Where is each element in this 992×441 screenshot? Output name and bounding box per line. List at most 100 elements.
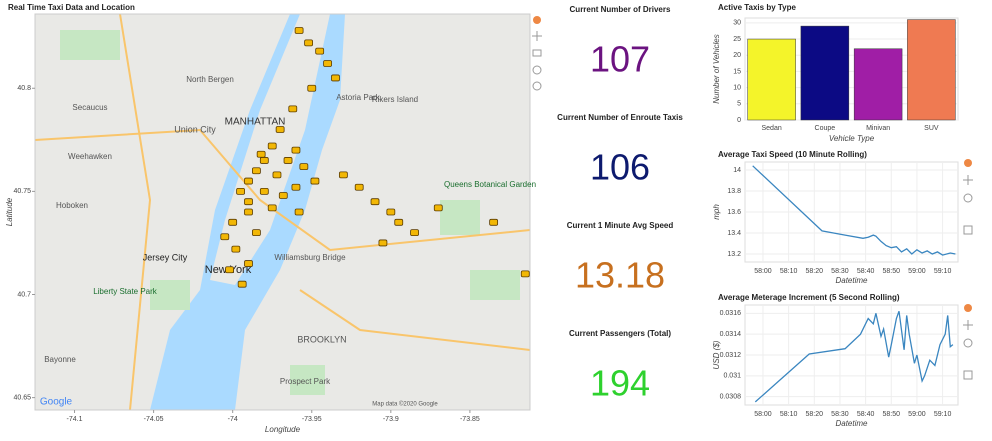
y-tick-label: 0.0312 xyxy=(720,352,742,359)
x-axis-label: Vehicle Type xyxy=(829,134,875,143)
y-tick-label: 20 xyxy=(733,52,741,59)
x-tick-label: -73.95 xyxy=(302,416,322,423)
map-label: Union City xyxy=(174,124,216,134)
pan-tool[interactable] xyxy=(963,320,973,330)
map-label: BROOKLYN xyxy=(297,334,346,344)
bokeh-logo xyxy=(533,16,541,24)
map-background xyxy=(35,14,530,410)
chart-title: Real Time Taxi Data and Location xyxy=(8,3,135,12)
map-label: Map data ©2020 Google xyxy=(372,401,438,408)
pan-tool[interactable] xyxy=(963,175,973,185)
taxi-marker xyxy=(252,167,261,175)
zoom-tool[interactable] xyxy=(963,338,973,348)
taxi-marker xyxy=(323,60,332,67)
map-label: Williamsburg Bridge xyxy=(274,253,346,262)
y-tick-label: 0.0308 xyxy=(720,394,742,401)
x-tick-label: 58:50 xyxy=(883,411,901,418)
taxi-marker xyxy=(231,245,241,253)
taxi-marker xyxy=(338,171,348,179)
taxi-marker xyxy=(291,146,301,154)
help-tool[interactable] xyxy=(532,81,542,91)
reset-tool[interactable] xyxy=(532,65,542,75)
bar xyxy=(747,38,796,121)
y-tick-label: 5 xyxy=(737,101,741,108)
map-label: Jersey City xyxy=(143,252,188,262)
kpi-value: 107 xyxy=(590,39,650,80)
taxi-marker xyxy=(520,270,530,278)
x-tick-label: 58:40 xyxy=(857,268,875,275)
chart-title: Average Meterage Increment (5 Second Rol… xyxy=(718,293,900,302)
map-label: Rikers Island xyxy=(372,95,418,104)
taxi-marker xyxy=(259,187,269,195)
x-tick-label: 59:10 xyxy=(934,268,952,275)
taxi-marker xyxy=(410,229,419,237)
y-tick-label: 40.8 xyxy=(17,85,31,92)
bar xyxy=(853,48,903,121)
y-axis-label: Latitude xyxy=(5,197,14,226)
x-tick-label: 58:10 xyxy=(780,268,798,275)
taxi-marker xyxy=(304,39,313,47)
taxi-marker xyxy=(244,198,253,206)
y-tick-label: 40.7 xyxy=(17,291,31,298)
line xyxy=(754,310,954,403)
x-tick-label: 58:00 xyxy=(754,411,772,418)
x-tick-label: -73.9 xyxy=(383,416,399,423)
chart-title: Average Taxi Speed (10 Minute Rolling) xyxy=(718,150,867,159)
y-tick-label: 0.031 xyxy=(723,373,741,380)
zoom-tool[interactable] xyxy=(532,49,542,57)
taxi-marker xyxy=(272,171,282,179)
x-tick-label: 58:50 xyxy=(883,268,901,275)
bar xyxy=(907,19,956,121)
y-tick-label: 13.2 xyxy=(727,251,741,258)
y-tick-label: 40.75 xyxy=(13,188,31,195)
taxi-marker xyxy=(256,150,266,158)
taxi-marker xyxy=(291,183,301,191)
zoom-tool[interactable] xyxy=(963,193,973,203)
save-tool[interactable] xyxy=(963,370,973,380)
kpi-label: Current Passengers (Total) xyxy=(569,329,671,338)
taxi-marker xyxy=(294,27,304,34)
map-label: MANHATTAN xyxy=(225,117,286,128)
taxi-marker xyxy=(267,142,277,150)
y-tick-label: 25 xyxy=(733,36,741,43)
y-tick-label: 0.0314 xyxy=(720,331,742,338)
x-tick-label: 58:10 xyxy=(780,411,798,418)
taxi-marker xyxy=(236,187,245,195)
taxi-marker xyxy=(394,218,404,226)
y-tick-label: 15 xyxy=(733,68,741,75)
save-tool[interactable] xyxy=(963,225,973,235)
kpi-label: Current 1 Minute Avg Speed xyxy=(567,221,674,230)
map-label: North Bergen xyxy=(186,75,234,84)
taxi-marker xyxy=(331,74,340,82)
x-tick-label: 58:30 xyxy=(831,268,849,275)
kpi-value: 106 xyxy=(590,147,650,188)
map-toolbar xyxy=(532,16,542,91)
bokeh-logo xyxy=(964,304,972,312)
x-tick-label: 58:30 xyxy=(831,411,849,418)
taxi-marker xyxy=(288,105,298,113)
taxi-marker xyxy=(244,177,253,185)
taxi-marker xyxy=(299,163,309,171)
taxi-marker xyxy=(275,126,285,133)
pan-tool[interactable] xyxy=(532,31,542,41)
y-axis-label: USD ($) xyxy=(712,340,721,369)
taxi-marker xyxy=(489,218,499,226)
y-axis-label: mph xyxy=(712,204,721,220)
taxi-marker xyxy=(267,204,277,212)
x-tick-label: 59:10 xyxy=(934,411,952,418)
y-tick-label: 14 xyxy=(733,167,741,174)
x-tick-label: 58:20 xyxy=(806,411,824,418)
taxi-marker xyxy=(244,208,253,216)
map-label: Queens Botanical Garden xyxy=(444,180,536,189)
taxi-marker xyxy=(237,280,247,288)
x-tick-label: -74.05 xyxy=(144,416,164,423)
taxi-marker xyxy=(307,84,317,92)
x-tick-label: Minivan xyxy=(866,125,890,132)
x-tick-label: -74 xyxy=(228,416,238,423)
taxi-marker xyxy=(252,229,261,237)
taxi-marker xyxy=(294,208,304,216)
line xyxy=(752,165,956,256)
y-tick-label: 30 xyxy=(733,20,741,27)
taxi-marker xyxy=(259,157,269,164)
y-tick-label: 13.4 xyxy=(727,230,741,237)
